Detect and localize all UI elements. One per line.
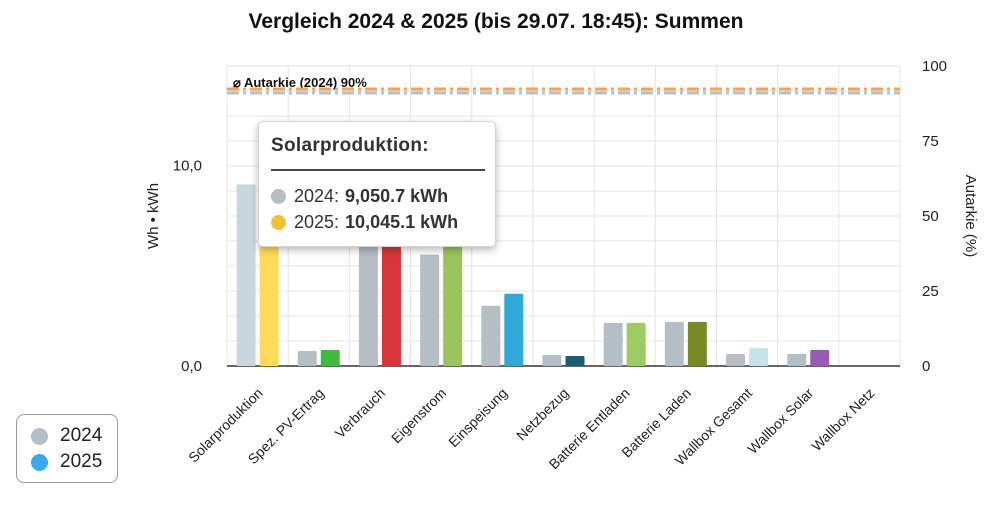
tooltip-label-2024: 2024: — [294, 185, 340, 206]
bar-2025-6 — [565, 355, 585, 366]
tooltip-dot-2024 — [271, 188, 286, 204]
bar-2024-8 — [664, 321, 684, 366]
tooltip-title: Solarproduktion: — [271, 135, 429, 156]
legend-item-2025[interactable]: 2025 — [31, 449, 117, 475]
bar-2024-5 — [481, 305, 501, 366]
bar-2024-9 — [726, 353, 746, 366]
legend-label-2025: 2025 — [60, 451, 103, 472]
y2-tick-label: 0 — [922, 358, 930, 375]
tooltip-value-2025: 10,045.1 kWh — [345, 211, 459, 232]
category-label-10: Wallbox Solar — [744, 385, 816, 457]
tooltip: Solarproduktion: 2024: 9,050.7 kWh 2025:… — [258, 121, 496, 247]
bar-2024-3 — [358, 227, 378, 366]
bar-2025-2 — [320, 349, 340, 366]
tooltip-row-2025: 2025: 10,045.1 kWh — [271, 209, 483, 235]
legend-dot-2024 — [31, 427, 48, 445]
category-label-5: Einspeisung — [445, 385, 510, 450]
bar-2024-10 — [787, 353, 807, 366]
tooltip-label-2025: 2025: — [294, 211, 340, 232]
reference-line-label: ⌀ Autarkie (2024) 90% — [233, 75, 367, 90]
bar-2024-2 — [297, 350, 317, 366]
y-tick-label: 0,0 — [181, 358, 202, 375]
legend: 2024 2025 — [16, 414, 118, 483]
y2-tick-label: 75 — [922, 133, 939, 150]
bar-2025-10 — [810, 349, 830, 366]
tooltip-row-2024: 2024: 9,050.7 kWh — [271, 183, 483, 209]
bar-2024-1 — [236, 184, 256, 366]
category-label-4: Eigenstrom — [388, 385, 449, 446]
bar-2024-6 — [542, 354, 562, 366]
legend-item-2024[interactable]: 2024 — [31, 423, 117, 449]
bar-2024-7 — [603, 322, 623, 366]
bar-2025-9 — [749, 347, 769, 366]
legend-dot-2025 — [31, 453, 48, 471]
bar-2025-5 — [504, 293, 524, 366]
tooltip-value-2024: 9,050.7 kWh — [345, 185, 449, 206]
bar-2024-4 — [420, 254, 440, 366]
bar-2025-4 — [443, 245, 463, 366]
bar-2025-3 — [381, 237, 401, 366]
y-axis-label: Wh • kWh — [145, 183, 162, 249]
tooltip-divider — [271, 169, 485, 171]
y2-axis-label: Autarkie (%) — [962, 175, 979, 258]
category-label-6: Netzbezug — [513, 385, 572, 444]
bar-2025-7 — [626, 322, 646, 366]
bar-2025-8 — [687, 321, 707, 366]
tooltip-dot-2025 — [271, 214, 286, 230]
y2-tick-label: 100 — [922, 58, 947, 75]
category-label-3: Verbrauch — [332, 385, 388, 441]
legend-label-2024: 2024 — [60, 425, 103, 446]
y2-tick-label: 50 — [922, 208, 939, 225]
chart-title: Vergleich 2024 & 2025 (bis 29.07. 18:45)… — [248, 10, 744, 33]
y-tick-label: 10,0 — [173, 157, 202, 174]
y2-tick-label: 25 — [922, 283, 939, 300]
category-label-11: Wallbox Netz — [808, 385, 877, 454]
